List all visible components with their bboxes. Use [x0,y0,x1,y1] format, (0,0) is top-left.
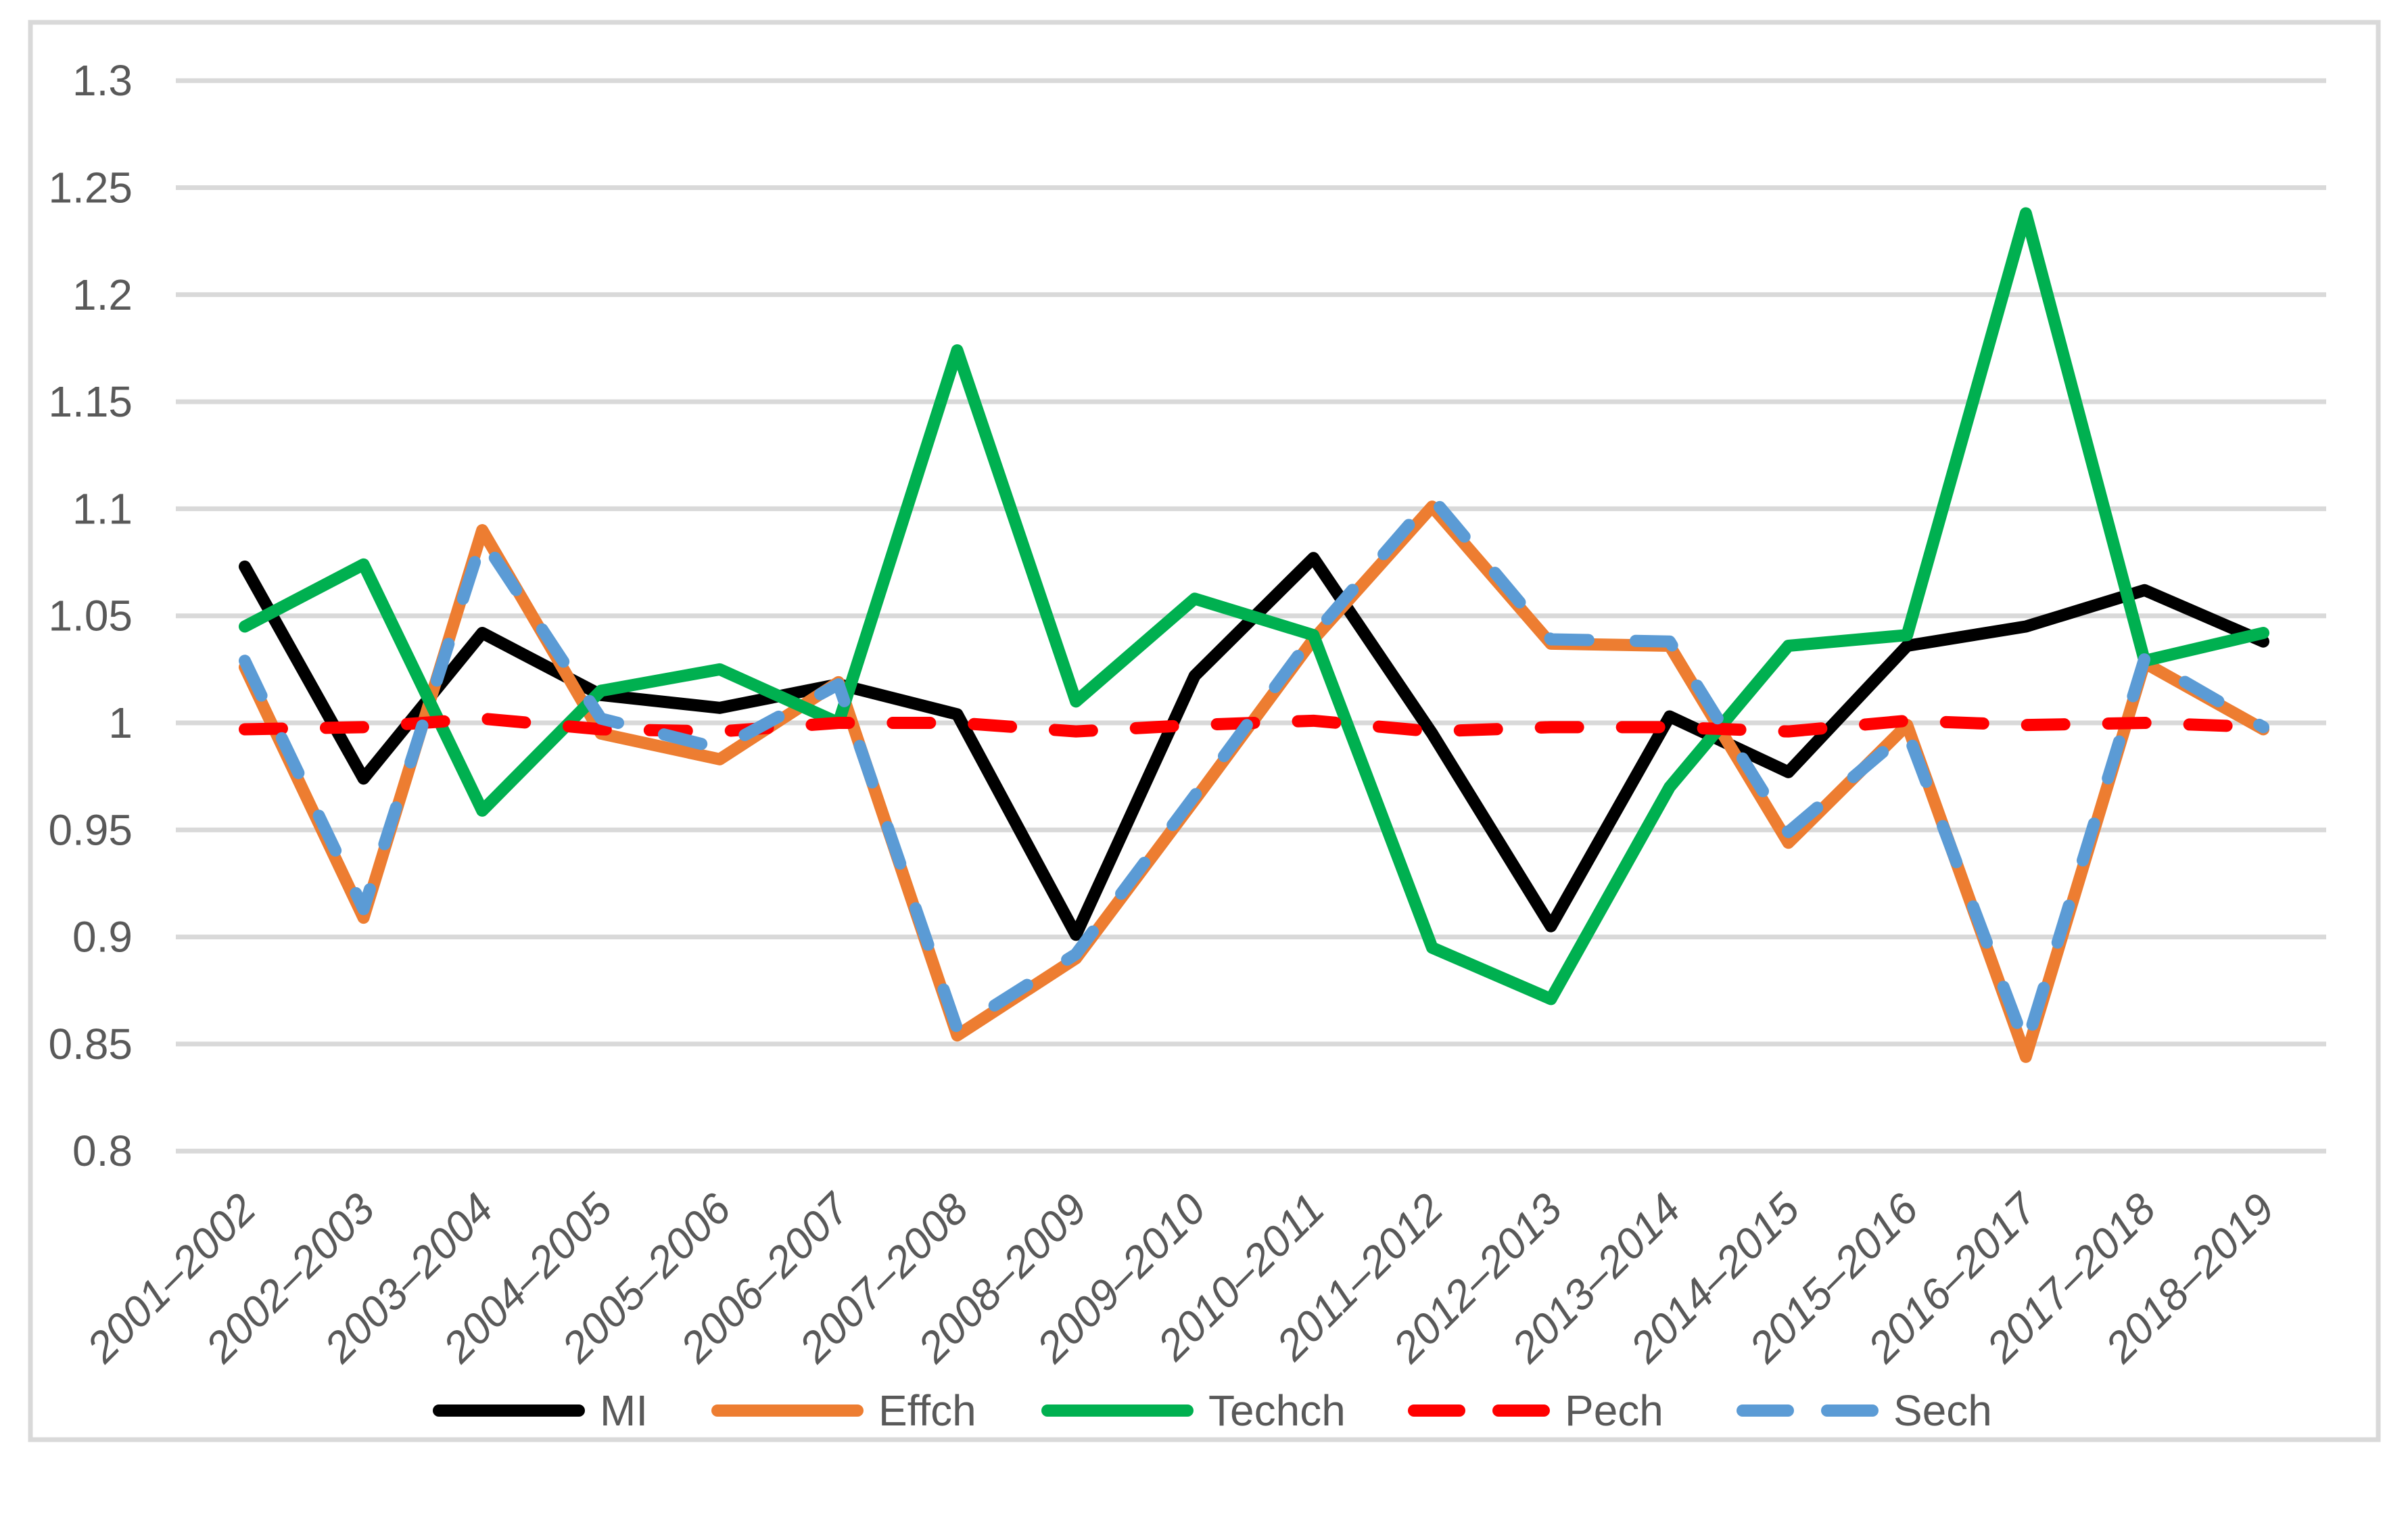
y-tick-label: 1.3 [72,56,133,105]
legend-dash [1492,1404,1550,1417]
legend-swatch-effch [711,1404,864,1417]
y-tick-label: 1.05 [48,592,133,640]
legend-dash [1821,1404,1879,1417]
legend-label-pech: Pech [1565,1386,1663,1435]
legend-dash [1408,1404,1465,1417]
y-tick-label: 1.1 [72,484,133,533]
y-tick-label: 0.9 [72,913,133,962]
legend-item-sech: Sech [1737,1386,1992,1435]
legend-label-sech: Sech [1893,1386,1992,1435]
y-tick-label: 1.15 [48,377,133,426]
legend-label-mi: MI [600,1386,648,1435]
y-tick-label: 1.25 [48,164,133,212]
y-tick-label: 1 [108,699,133,747]
legend-item-mi: MI [433,1386,648,1435]
legend-swatch-techch [1041,1404,1194,1417]
legend-item-effch: Effch [711,1386,976,1435]
chart-legend: MI Effch Techch Pech Sech [0,1386,2408,1435]
legend-swatch-sech [1737,1404,1879,1417]
legend-swatch-pech [1408,1404,1550,1417]
series-line-techch [239,207,2270,1006]
y-tick-label: 0.95 [48,805,133,854]
series-line-pech [239,712,2270,738]
legend-label-effch: Effch [878,1386,976,1435]
y-tick-label: 1.2 [72,270,133,319]
y-tick-label: 0.85 [48,1020,133,1068]
series-line-sech [239,492,2270,1053]
y-tick-label: 0.8 [72,1127,133,1175]
legend-item-techch: Techch [1041,1386,1346,1435]
legend-dash [1737,1404,1794,1417]
legend-swatch-mi [433,1404,585,1417]
legend-item-pech: Pech [1408,1386,1663,1435]
legend-label-techch: Techch [1208,1386,1346,1435]
